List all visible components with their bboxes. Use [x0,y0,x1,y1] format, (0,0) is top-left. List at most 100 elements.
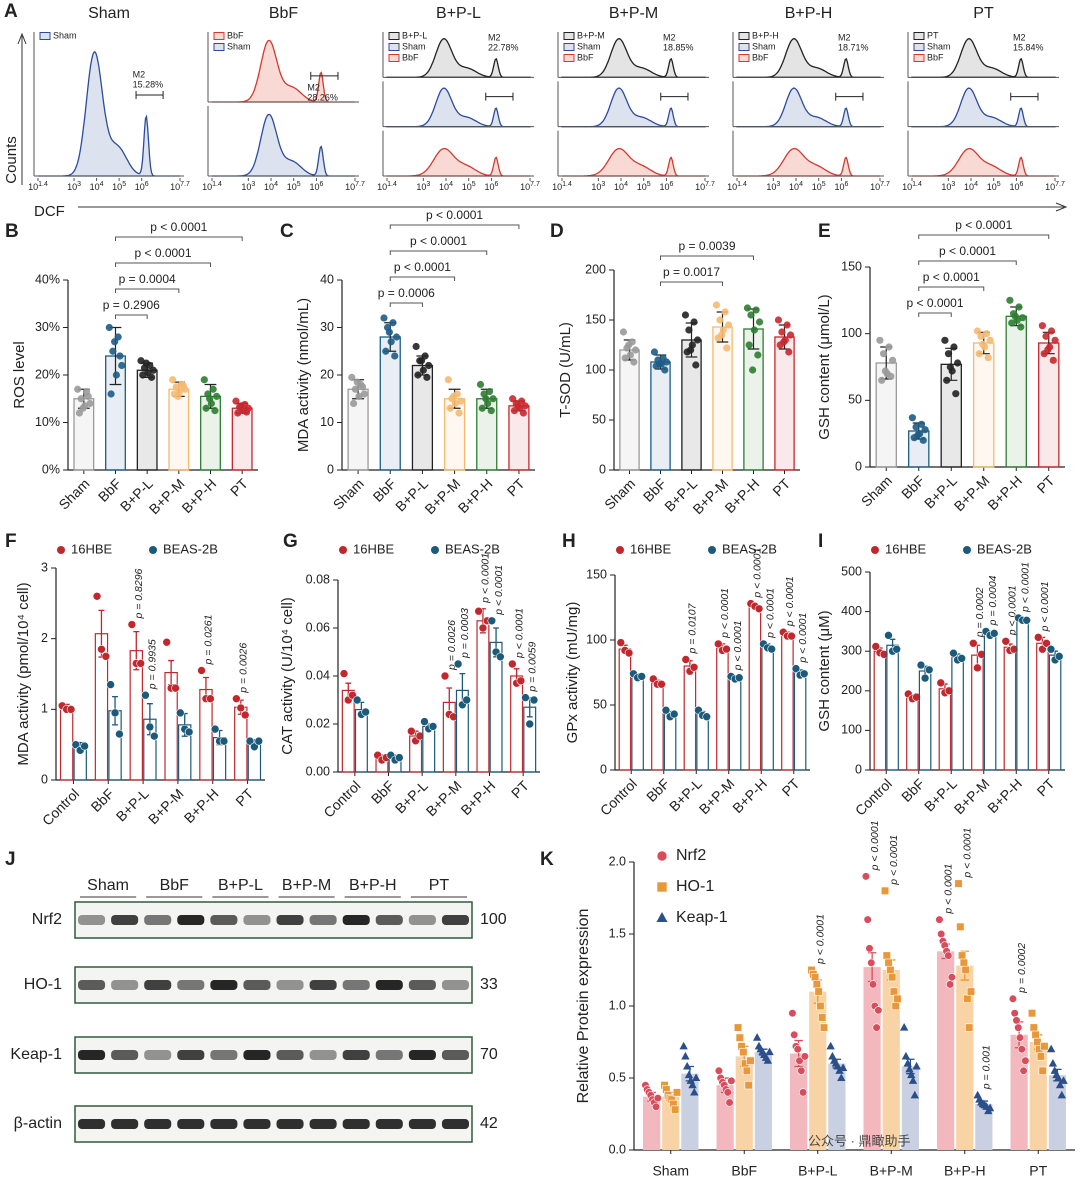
legend-label: BEAS-2B [977,541,1032,556]
tick-exponent: 6 [669,181,673,188]
legend-swatch [388,32,400,40]
p-value-label: p = 0.9935 [147,639,159,690]
data-point [749,366,757,374]
data-point [921,426,929,434]
gate-bar [660,92,689,101]
data-point [936,678,946,688]
band [111,980,139,990]
tick-exponent: 1.4 [562,181,572,188]
data-point [97,644,106,654]
tick-base: 10 [552,182,562,192]
legend-label: BEAS-2B [722,541,777,556]
tick-base: 10 [439,182,449,192]
band [342,1119,370,1129]
data-point [722,644,731,654]
tick-base: 10 [90,182,100,192]
data-point [690,318,698,326]
comparison-label: p < 0.0001 [410,234,467,248]
data-point [943,376,951,384]
data-point [714,1066,724,1075]
data-point [1042,332,1050,340]
data-point [937,929,946,939]
band [276,1119,304,1129]
data-point [977,332,985,340]
y-tick-label: 150 [585,312,606,326]
data-point [887,372,895,380]
data-point [941,336,949,344]
data-point [106,680,115,689]
bar [681,1073,699,1150]
y-tick-label: 1 [41,702,48,716]
data-point [162,637,172,647]
data-point [84,392,92,400]
panel-letter: C [280,221,294,242]
tick-base: 10 [377,182,387,192]
data-point [868,980,878,989]
band [144,980,172,990]
data-point [878,376,886,384]
band [342,980,370,990]
tick-base: 10 [520,182,530,192]
tick-exponent: 7.7 [355,181,365,188]
data-point [876,336,884,344]
x-tick-label: 105 [987,181,1001,192]
data-point [415,731,425,741]
x-tick-label: B+P-H [944,1163,986,1179]
tick-base: 10 [287,182,297,192]
data-point [924,665,934,675]
legend-label: Sham [577,41,601,51]
data-point [818,1013,827,1022]
legend-marker [871,546,879,554]
data-point [944,350,953,358]
data-point [179,381,187,390]
row-size: 42 [480,1115,498,1132]
data-point [957,654,967,663]
data-point [826,1041,835,1050]
x-tick-label: 106 [834,181,848,192]
data-point [1001,636,1011,646]
data-point [1049,356,1057,364]
legend-swatch [388,54,400,62]
data-point [944,951,953,960]
data-point [211,407,219,415]
band [309,915,337,925]
data-point [1017,1045,1026,1054]
data-point [242,408,251,416]
data-point [361,707,370,717]
data-point [169,376,177,384]
x-tick-label: BbF [731,1163,757,1179]
data-point [389,319,397,327]
data-point [916,660,926,670]
data-point [947,973,956,982]
tick-exponent: 4 [449,181,453,188]
data-point [136,659,146,668]
data-point [651,1102,661,1111]
p-value-label: p < 0.0001 [493,565,505,616]
data-point [351,385,359,393]
data-point [382,347,390,355]
band [309,1050,337,1060]
band [408,1050,436,1060]
tick-exponent: 4 [974,181,978,188]
legend-swatch [913,43,925,51]
tick-base: 10 [964,182,974,192]
band [78,1050,106,1060]
data-point [508,659,517,669]
data-point [496,652,505,662]
legend-swatch [563,54,575,62]
data-point [111,338,119,346]
data-point [797,1066,806,1075]
band [408,915,436,925]
data-point [489,395,497,403]
y-tick-label: 40 [320,272,334,286]
data-point [219,736,229,746]
data-point [718,331,726,339]
p-value-label: p = 0.0026 [238,643,250,694]
data-point [814,987,823,996]
legend-marker [656,850,668,862]
data-point [1044,346,1052,354]
tick-exponent: 7.7 [1055,181,1065,188]
tick-exponent: 1.4 [38,181,48,188]
data-point [734,673,744,683]
y-tick-label: 0.5 [609,1070,626,1084]
